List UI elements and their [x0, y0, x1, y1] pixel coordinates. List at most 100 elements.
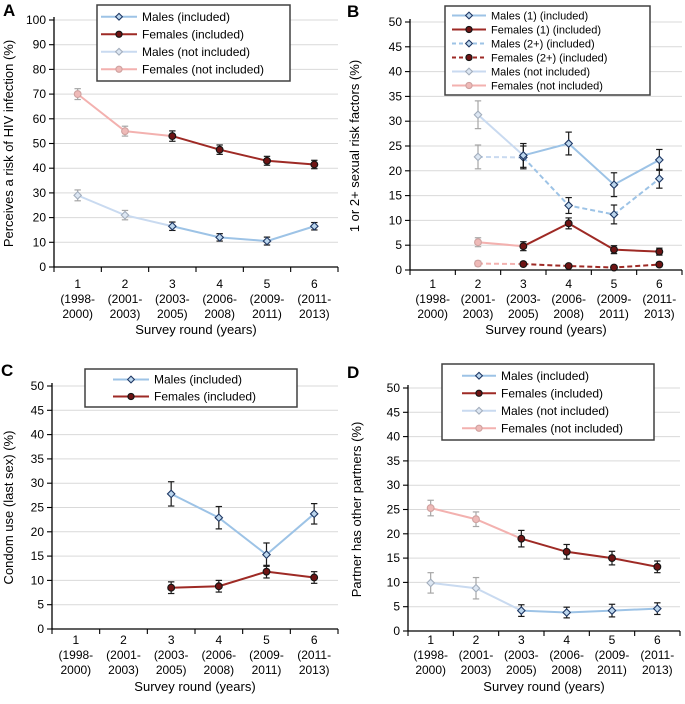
data-point-marker [471, 583, 481, 593]
x-category-label: (1998- [58, 648, 93, 662]
y-tick-label: 5 [37, 598, 44, 612]
x-category-label: 2011) [252, 307, 282, 321]
y-tick-label: 30 [389, 114, 403, 128]
legend-label: Females (included) [142, 27, 244, 41]
panel-b: B 0 5 10 15 20 25 30 35 40 45 50 Males (1) (include… [342, 0, 685, 352]
data-point-marker [472, 515, 480, 524]
panel-a-chart: 0 10 20 30 40 50 60 70 80 90 100 Males (included) Fe… [1, 4, 339, 337]
x-category-label: (2006- [201, 648, 236, 662]
data-point-marker [262, 550, 271, 560]
x-category-label: (2011- [297, 292, 331, 306]
legend-sample-marker [465, 81, 473, 90]
x-category-label: 6 [311, 277, 318, 291]
panel-c: C 0 5 10 15 20 25 30 35 40 45 50 Males (included) Fe… [0, 352, 342, 704]
x-category-label: (1998- [60, 292, 95, 306]
x-category-label: 2005) [506, 663, 537, 677]
data-point-marker [310, 160, 319, 169]
y-tick-label: 40 [33, 161, 47, 175]
legend-entry: Females (1) (included) [452, 25, 601, 37]
legend-sample-marker [114, 12, 124, 21]
x-category-label: 2013) [299, 307, 330, 321]
data-point-marker [652, 604, 662, 614]
data-point-marker [309, 221, 319, 231]
data-point-marker [121, 127, 129, 136]
y-tick-label: 50 [31, 379, 45, 393]
data-point-marker [607, 606, 617, 616]
x-category-label: (2009- [597, 292, 632, 306]
legend-sample-marker [115, 65, 123, 73]
x-category-label: 2008) [204, 307, 235, 321]
series-females-included-line [171, 570, 315, 589]
data-point-marker [517, 534, 526, 543]
y-axis-title: Perceives a risk of HIV infection (%) [1, 40, 16, 247]
x-axis-title: Survey round (years) [485, 322, 606, 337]
data-point-marker [262, 567, 271, 576]
x-category-label: 3 [169, 277, 176, 291]
data-point-marker [655, 260, 664, 269]
y-tick-label: 20 [389, 164, 403, 178]
data-point-marker [310, 573, 319, 582]
y-tick-label: 35 [387, 454, 401, 468]
y-tick-label: 10 [33, 235, 47, 249]
data-point-marker [516, 606, 526, 616]
x-category-label: (2003- [504, 648, 539, 662]
y-tick-label: 0 [395, 263, 402, 277]
x-category-label: (2006- [549, 648, 584, 662]
data-point-marker [610, 245, 618, 254]
legend-entry: Females (not included) [452, 81, 603, 93]
series-females-included-line [172, 135, 315, 166]
legend-label: Females (not included) [501, 421, 623, 435]
legend-entry: Females (2+) (included) [452, 53, 607, 65]
data-point-marker [654, 174, 664, 184]
data-point-marker [562, 547, 571, 556]
x-category-label: 2008) [551, 663, 582, 677]
y-tick-label: 20 [33, 211, 47, 225]
data-point-marker [564, 219, 573, 228]
x-category-label: 2013) [642, 663, 673, 677]
y-axis-title: Condom use (last sex) (%) [1, 431, 16, 585]
x-category-label: 2003) [108, 663, 139, 677]
series-females-not-included-1-line [477, 241, 524, 248]
legend-sample-marker [464, 11, 474, 20]
data-point-marker [654, 155, 664, 165]
data-point-marker [564, 201, 574, 210]
legend-entry: Females (not included) [101, 62, 264, 76]
y-tick-label: 70 [33, 87, 47, 101]
data-point-marker [215, 145, 224, 154]
data-point-marker [309, 509, 319, 519]
x-category-label: 2013) [299, 663, 330, 677]
y-tick-label: 10 [387, 575, 401, 589]
x-category-label: (2006- [551, 292, 586, 306]
x-axis-title: Survey round (years) [135, 322, 256, 337]
x-category-label: 6 [654, 633, 661, 647]
x-category-label: (1998- [413, 648, 448, 662]
x-category-label: (2001- [106, 648, 141, 662]
legend-box [84, 368, 298, 408]
y-tick-label: 10 [31, 573, 45, 587]
data-point-marker [608, 554, 616, 563]
x-category-label: 2005) [157, 307, 188, 321]
y-tick-label: 60 [33, 112, 47, 126]
panel-label-d: D [347, 363, 360, 382]
legend-label: Males (not included) [142, 45, 250, 59]
y-tick-label: 5 [395, 238, 402, 252]
x-category-label: 1 [72, 633, 79, 647]
y-tick-label: 45 [389, 40, 403, 54]
x-category-label: 4 [563, 633, 570, 647]
legend-sample-marker [115, 30, 123, 38]
legend-sample-marker [114, 47, 124, 56]
x-category-label: 4 [215, 633, 222, 647]
x-category-label: 2003) [110, 307, 141, 321]
y-tick-label: 0 [37, 622, 44, 636]
x-category-label: 2 [120, 633, 127, 647]
x-category-label: 2 [473, 633, 480, 647]
data-point-marker [564, 139, 574, 148]
legend-box [444, 5, 651, 96]
legend-sample-marker [474, 371, 484, 380]
y-tick-label: 30 [33, 186, 47, 200]
legend-entry: Females (included) [101, 27, 244, 41]
y-tick-label: 40 [31, 428, 45, 442]
x-category-label: 5 [263, 633, 270, 647]
data-point-marker [562, 608, 572, 618]
